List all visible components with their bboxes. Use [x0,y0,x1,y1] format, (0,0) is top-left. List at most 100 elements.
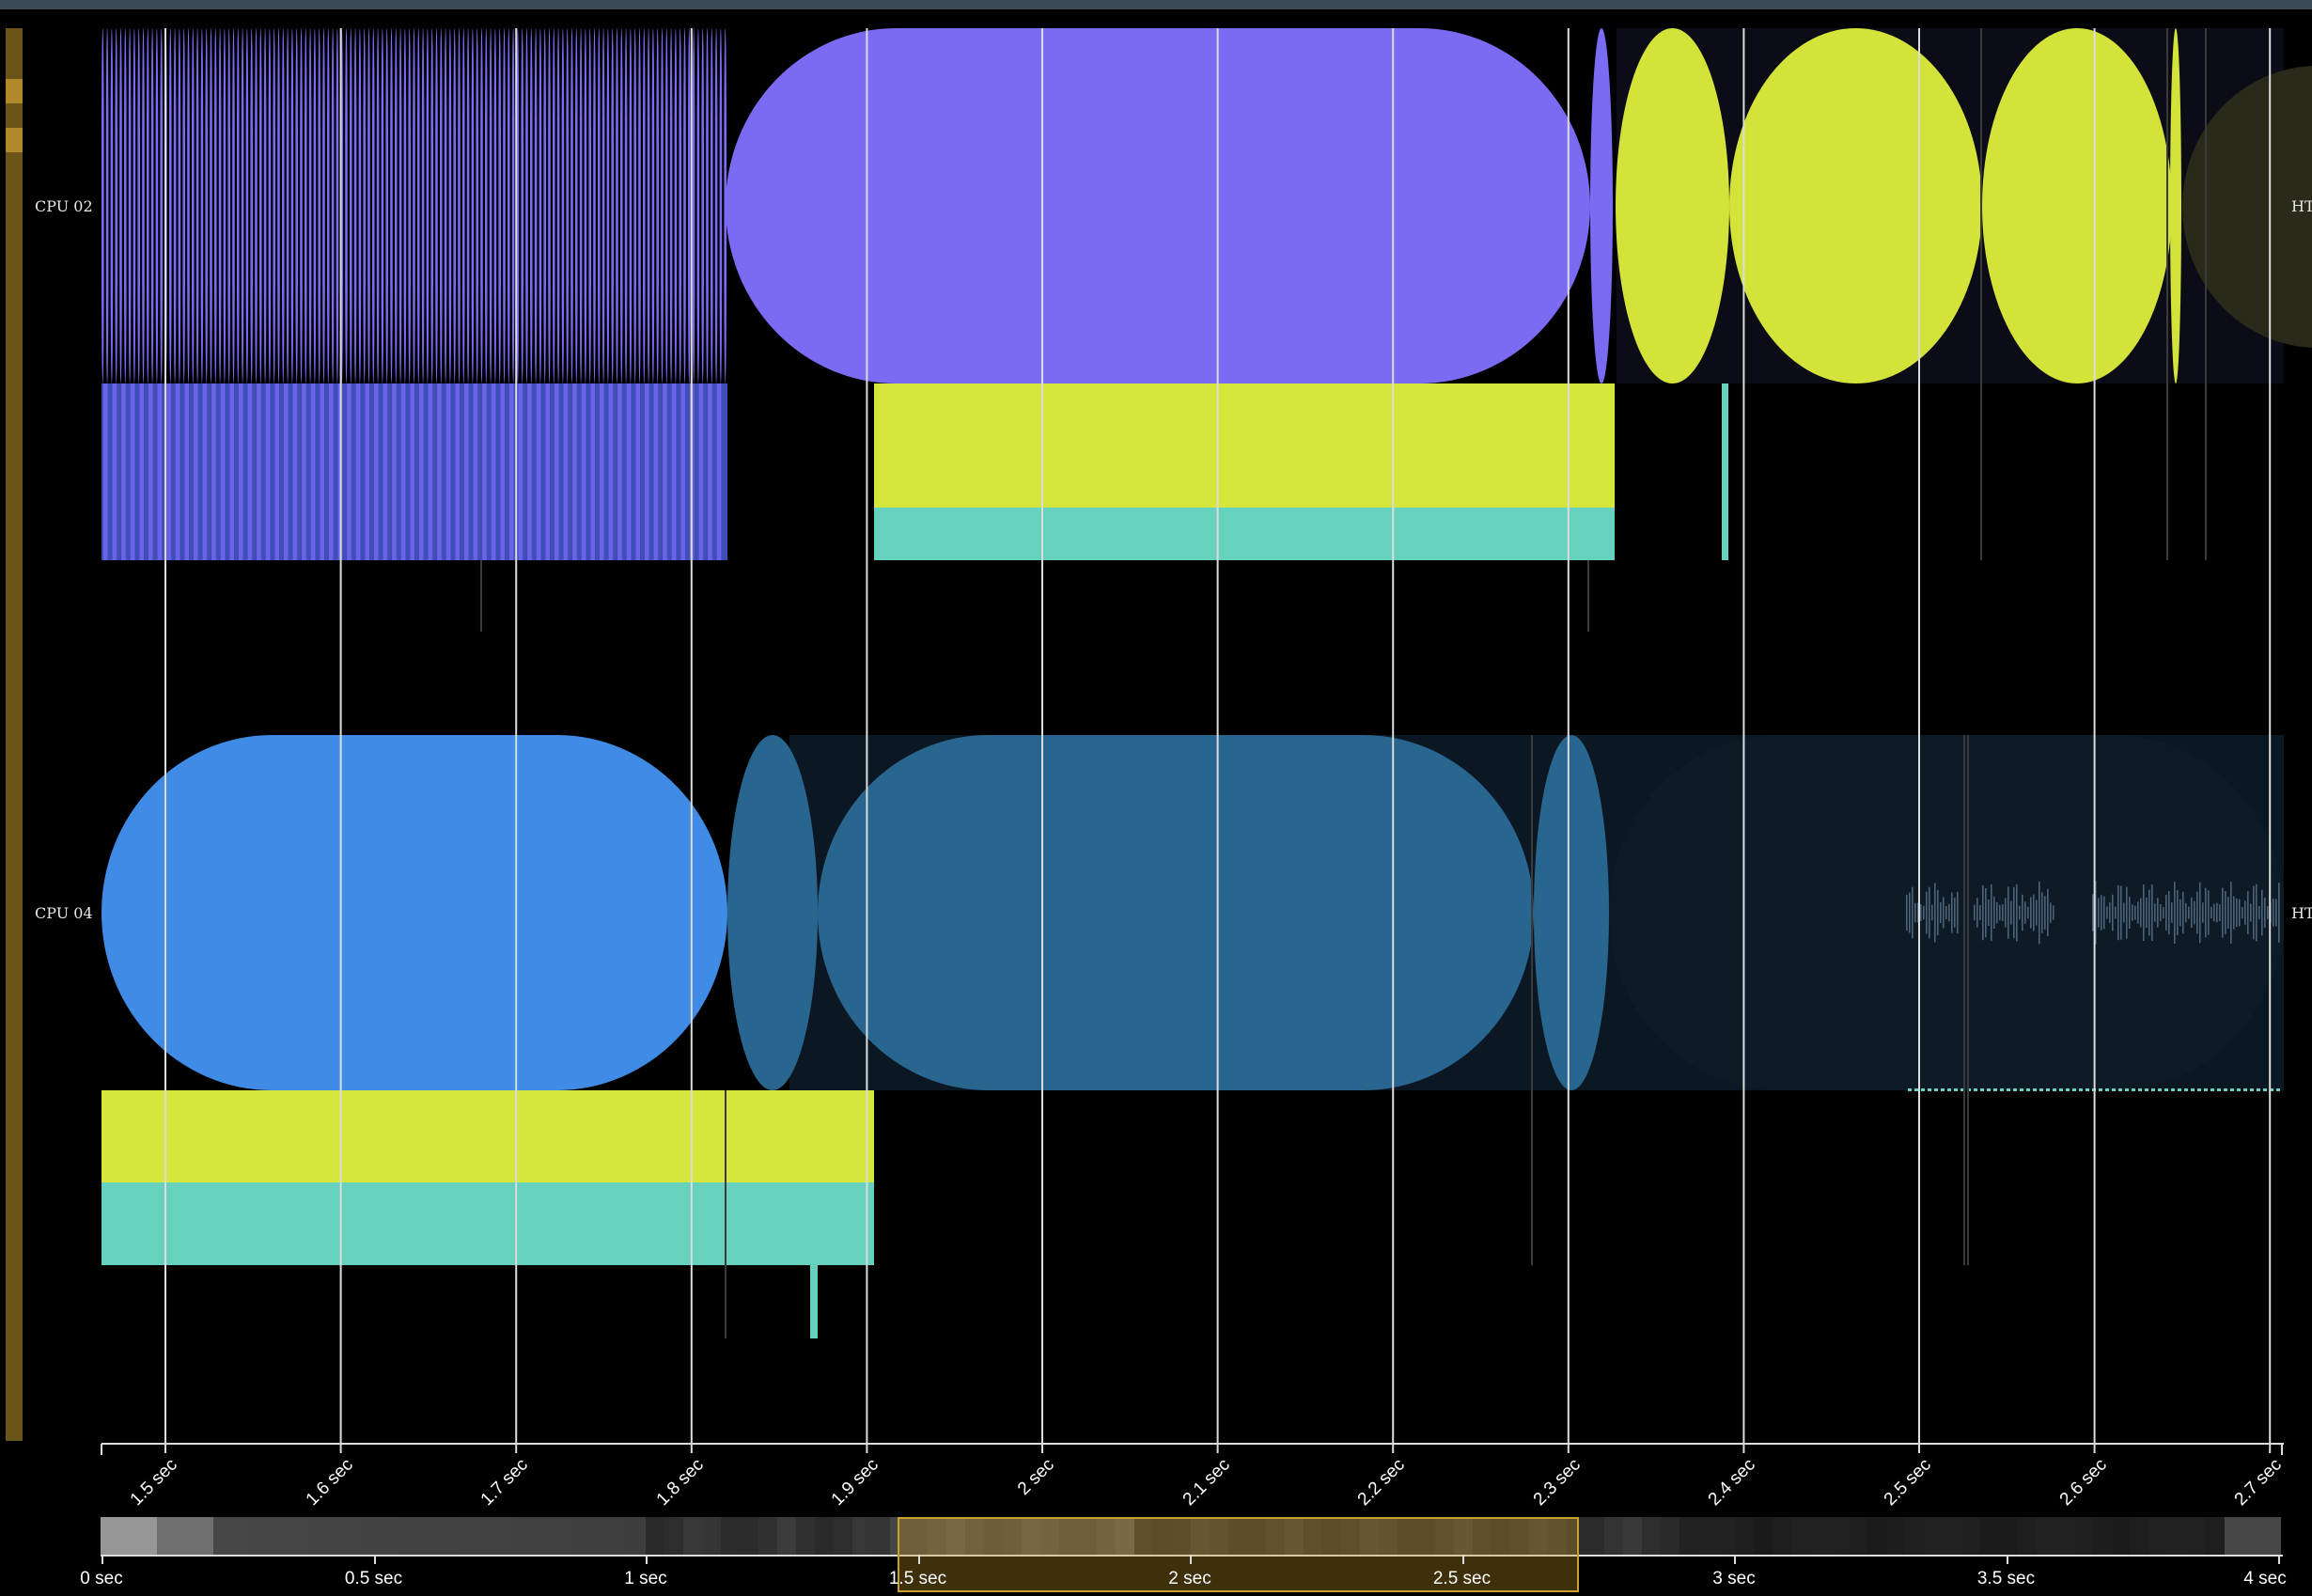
cpu-slice[interactable] [476,28,478,383]
cpu-slice[interactable] [182,28,185,383]
thread-bar[interactable] [102,1090,874,1182]
cpu-slice[interactable] [683,28,686,383]
cpu-slice[interactable] [651,28,655,383]
track-group-marker[interactable] [6,79,23,103]
cpu-slice[interactable] [727,735,818,1090]
thread-slice[interactable] [464,383,469,560]
thread-slice[interactable] [600,383,604,560]
cpu-slice[interactable] [548,28,551,383]
cpu-slice[interactable] [277,28,280,383]
thread-slice[interactable] [274,383,279,560]
activity-waveform[interactable] [1906,881,2280,1091]
cpu-slice[interactable] [1729,28,1982,383]
cpu-slice[interactable] [395,28,398,383]
cpu-slice[interactable] [620,28,623,383]
thread-slice[interactable] [194,383,198,560]
cpu-slice[interactable] [250,28,253,383]
thread-slice[interactable] [239,383,243,560]
cpu-slice[interactable] [440,28,443,383]
thread-slice[interactable] [663,383,667,560]
cpu-slice[interactable] [322,28,325,383]
cpu-slice[interactable] [629,28,633,383]
cpu-slice[interactable] [818,735,1534,1090]
thread-bar[interactable] [874,508,1615,560]
thread-slice[interactable] [392,383,397,560]
thread-bar-stripes[interactable] [103,383,722,560]
cpu-slice[interactable] [435,28,438,383]
cpu-slice[interactable] [1982,28,2172,383]
cpu-slice[interactable] [598,28,601,383]
cpu-slice-faded[interactable] [2182,66,2312,348]
cpu-slice[interactable] [588,28,591,383]
cpu-slice[interactable] [318,28,320,383]
cpu-slice[interactable] [255,28,258,383]
thread-slice[interactable] [229,383,234,560]
cpu-slice[interactable] [119,28,122,383]
thread-slice[interactable] [563,383,569,560]
cpu-slice[interactable] [390,28,393,383]
cpu-slice[interactable] [372,28,375,383]
thread-slice[interactable] [708,383,712,560]
thread-slice[interactable] [320,383,324,560]
cpu-slice[interactable] [102,28,104,383]
cpu-slice[interactable] [426,28,430,383]
thread-slice[interactable] [645,383,649,560]
cpu-slice[interactable] [448,28,452,383]
cpu-slice[interactable] [408,28,411,383]
thread-slice[interactable] [355,383,361,560]
cpu-slice[interactable] [142,28,145,383]
cpu-slice[interactable] [327,28,330,383]
cpu-slice[interactable] [556,28,560,383]
cpu-slice[interactable] [521,28,523,383]
cpu-slice[interactable] [178,28,181,383]
cpu-slice[interactable] [259,28,262,383]
thread-slice[interactable] [410,383,414,560]
dense-slice-group[interactable] [102,28,726,383]
cpu-slice[interactable] [543,28,546,383]
thread-slice[interactable] [482,383,487,560]
cpu-slice[interactable] [498,28,501,383]
cpu-slice[interactable] [295,28,298,383]
cpu-slice[interactable] [268,28,272,383]
cpu-slice[interactable] [575,28,578,383]
thread-slice[interactable] [284,383,289,560]
thread-slice[interactable] [572,383,577,560]
cpu-slice[interactable] [173,28,177,383]
cpu-slice[interactable] [656,28,659,383]
thread-slice[interactable] [419,383,424,560]
cpu-slice[interactable] [611,28,614,383]
cpu-slice[interactable] [313,28,317,383]
cpu-slice[interactable] [674,28,678,383]
overview-selection-window[interactable] [897,1517,1579,1592]
cpu-slice[interactable] [150,28,154,383]
cpu-slice[interactable] [110,28,114,383]
thread-slice[interactable] [500,383,505,560]
cpu-slice[interactable] [227,28,230,383]
thread-slice[interactable] [265,383,271,560]
thread-slice[interactable] [491,383,496,560]
cpu-slice[interactable] [688,28,691,383]
cpu-slice[interactable] [471,28,475,383]
cpu-slice[interactable] [300,28,303,383]
thread-bar[interactable] [810,1265,818,1338]
thread-slice[interactable] [680,383,685,560]
thread-slice[interactable] [536,383,541,560]
thread-slice[interactable] [310,383,316,560]
cpu-slice[interactable] [706,28,709,383]
thread-slice[interactable] [473,383,478,560]
thread-slice[interactable] [220,383,226,560]
thread-slice[interactable] [139,383,144,560]
cpu-slice[interactable] [105,28,109,383]
cpu-slice[interactable] [458,28,461,383]
cpu-slice[interactable] [147,28,149,383]
track-group-handle[interactable] [6,28,23,1441]
thread-slice[interactable] [581,383,586,560]
cpu-slice[interactable] [489,28,492,383]
cpu-slice[interactable] [128,28,132,383]
cpu-slice[interactable] [561,28,565,383]
cpu-slice[interactable] [719,28,723,383]
cpu-slice[interactable] [696,28,700,383]
thread-slice[interactable] [383,383,388,560]
thread-slice[interactable] [112,383,117,560]
thread-slice[interactable] [166,383,171,560]
